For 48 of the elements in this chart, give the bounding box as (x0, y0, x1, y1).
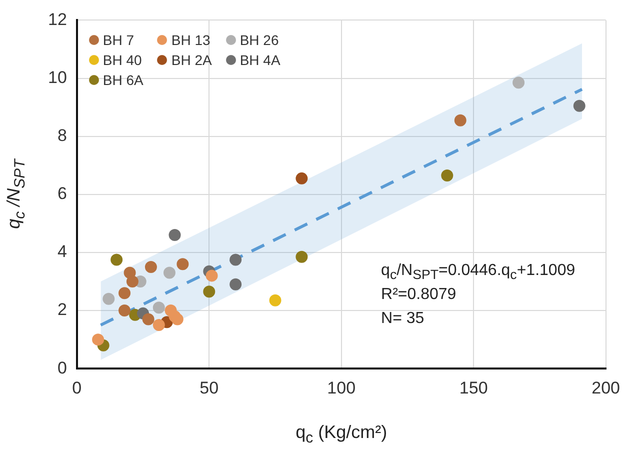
point (171, 313, 184, 326)
point (176, 258, 189, 270)
point (573, 100, 586, 112)
point (296, 172, 308, 184)
point (163, 266, 176, 279)
annotation: R²=0.8079 (381, 286, 456, 304)
point (110, 254, 123, 266)
point (512, 76, 525, 89)
point (152, 319, 165, 332)
point (118, 304, 131, 317)
annotation: N= 35 (381, 310, 424, 328)
point (152, 302, 165, 314)
y-tick-label: 12 (48, 10, 67, 29)
x-tick-label: 150 (459, 378, 488, 398)
x-tick-label: 0 (72, 378, 82, 398)
point (168, 229, 181, 242)
legend-label: BH 26 (240, 32, 279, 48)
legend-label: BH 13 (171, 32, 210, 48)
x-tick-label: 100 (327, 378, 356, 398)
point (230, 254, 242, 266)
point (102, 292, 115, 305)
annotation: q$_{c}$/N$_{SPT}$=0.0446.q$_{c}$+1.1009 (381, 262, 576, 283)
legend-label: BH 2A (171, 52, 212, 68)
y-tick-label: 2 (57, 300, 67, 320)
point (126, 276, 138, 288)
point (296, 250, 308, 263)
point (118, 287, 131, 300)
point (206, 270, 218, 282)
legend-label: BH 7 (102, 32, 134, 48)
point (92, 334, 104, 346)
x-tick-label: 200 (592, 378, 620, 398)
point (269, 294, 282, 306)
point (203, 286, 216, 298)
y-tick-label: 0 (57, 358, 67, 378)
point (230, 278, 242, 290)
point (441, 170, 454, 182)
point (144, 260, 157, 273)
y-tick-label: 6 (57, 184, 67, 204)
x-tick-label: 50 (200, 378, 219, 398)
legend-label: BH 4A (240, 52, 280, 68)
point (142, 313, 154, 326)
y-tick-label: 8 (57, 126, 67, 146)
y-tick-label: 10 (48, 68, 67, 87)
y-tick-label: 4 (57, 242, 67, 262)
point (454, 114, 466, 126)
legend-label: BH 40 (102, 52, 142, 68)
x-axis-title: q$_{c}$ (Kg/cm²) (296, 422, 388, 447)
legend-label: BH 6A (102, 72, 144, 88)
